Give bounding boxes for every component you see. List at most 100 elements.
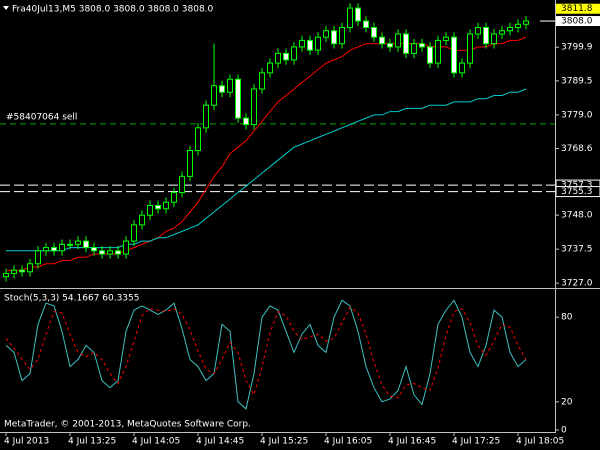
candle-body — [259, 72, 265, 90]
candle-body — [227, 78, 233, 93]
candle-body — [475, 27, 481, 35]
candle-body — [75, 240, 81, 245]
candle-body — [331, 30, 337, 45]
candle-body — [115, 250, 121, 255]
candle-body — [299, 39, 305, 48]
indicator-title: Stoch(5,3,3) 54.1667 60.3355 — [4, 294, 139, 304]
candle-body — [99, 250, 105, 255]
candle-body — [371, 27, 377, 38]
x-tick-label: 4 Jul 18:05 — [516, 437, 564, 447]
candle-body — [443, 36, 449, 41]
candle-body — [203, 104, 209, 129]
candle-body — [163, 201, 169, 210]
candle-body — [11, 269, 17, 274]
x-tick-label: 4 Jul 15:25 — [260, 437, 308, 447]
candle-body — [35, 250, 41, 265]
x-tick-label: 4 Jul 17:25 — [452, 437, 500, 447]
candle-body — [507, 27, 513, 32]
candle-body — [523, 20, 529, 25]
candle-body — [107, 250, 113, 255]
candle-body — [435, 39, 441, 64]
y-tick-label: 3748.0 — [561, 211, 593, 221]
candle-body — [355, 7, 361, 22]
candle-body — [459, 62, 465, 74]
candle-body — [211, 85, 217, 106]
candle-body — [251, 88, 257, 126]
candle-body — [307, 39, 313, 51]
ask-box — [556, 3, 600, 14]
candle-body — [363, 20, 369, 29]
candle-body — [123, 240, 129, 255]
candle-body — [491, 33, 497, 45]
stoch-line — [5, 306, 527, 399]
price-label: 3757.3 — [561, 181, 593, 191]
x-tick-label: 4 Jul 16:05 — [324, 437, 372, 447]
candle-body — [419, 43, 425, 48]
candle-body — [395, 33, 401, 48]
candle-body — [91, 247, 97, 252]
candle-body — [235, 78, 241, 119]
candle-body — [403, 33, 409, 54]
candle-body — [27, 263, 33, 273]
candle-body — [19, 269, 25, 273]
candle-body — [379, 36, 385, 45]
x-tick-label: 4 Jul 14:05 — [132, 437, 180, 447]
y-tick-label: 0 — [561, 426, 567, 436]
candle-body — [427, 46, 433, 64]
order-label: #58407064 sell — [6, 112, 77, 122]
candle-body — [411, 43, 417, 54]
candle-body — [147, 204, 153, 216]
candle-body — [171, 192, 177, 203]
copyright: MetaTrader, © 2001-2013, MetaQuotes Soft… — [4, 420, 251, 430]
candle-body — [67, 243, 73, 246]
stoch-line — [5, 299, 527, 410]
candle-body — [499, 30, 505, 35]
candle-body — [483, 27, 489, 45]
price-box — [555, 186, 600, 198]
candle-body — [467, 33, 473, 64]
candle-body — [387, 43, 393, 48]
candle-body — [3, 272, 9, 278]
candle-body — [291, 46, 297, 61]
candle-body — [43, 247, 49, 252]
candle-body — [515, 23, 521, 29]
candle-body — [139, 214, 145, 226]
candle-body — [339, 27, 345, 45]
candle-body — [315, 36, 321, 51]
bid-box — [556, 16, 600, 27]
candle-body — [187, 149, 193, 177]
candle-body — [267, 62, 273, 74]
x-tick-label: 4 Jul 14:45 — [196, 437, 244, 447]
candle-body — [219, 85, 225, 93]
candle-body — [131, 224, 137, 242]
candle-body — [347, 7, 353, 29]
candle-body — [179, 175, 185, 194]
x-tick-label: 4 Jul 2013 — [4, 437, 49, 447]
y-tick-label: 3768.6 — [561, 144, 593, 154]
candle-body — [83, 240, 89, 249]
price-label: 3755.3 — [561, 187, 593, 197]
bid-label: 3808.0 — [561, 17, 593, 27]
collapse-icon[interactable] — [3, 6, 9, 10]
candle-body — [323, 30, 329, 38]
y-tick-label: 3799.9 — [561, 43, 593, 53]
y-tick-label: 3789.5 — [561, 76, 593, 86]
chart-title: Fra40Jul13,M5 3808.0 3808.0 3808.0 3808.… — [12, 5, 214, 15]
y-tick-label: 3727.0 — [561, 279, 593, 289]
candle-body — [243, 117, 249, 126]
candle-body — [451, 36, 457, 74]
y-tick-label: 3779.0 — [561, 110, 593, 120]
candle-body — [59, 243, 65, 252]
y-tick-label: 80 — [561, 313, 573, 323]
candle-body — [51, 247, 57, 252]
candle-body — [155, 204, 161, 210]
candle-body — [195, 127, 201, 151]
ask-label: 3811.8 — [561, 4, 593, 14]
candle-body — [283, 52, 289, 61]
candle-body — [275, 52, 281, 64]
x-tick-label: 4 Jul 13:25 — [68, 437, 116, 447]
y-tick-label: 3737.5 — [561, 245, 593, 255]
y-tick-label: 20 — [561, 397, 573, 407]
x-tick-label: 4 Jul 16:45 — [388, 437, 436, 447]
